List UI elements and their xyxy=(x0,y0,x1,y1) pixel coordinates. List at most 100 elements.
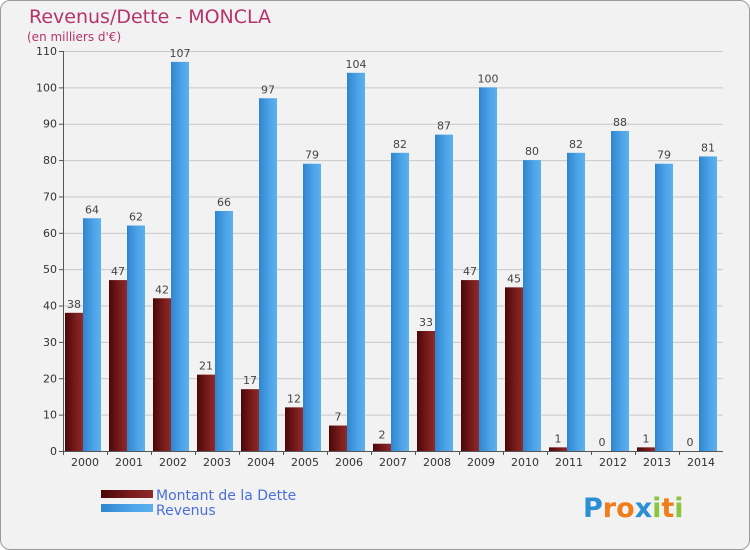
x-tick-label: 2014 xyxy=(687,456,715,469)
data-label-dette: 12 xyxy=(287,392,301,405)
y-tick-label: 20 xyxy=(43,372,57,385)
proxiti-logo: Proxiti xyxy=(583,493,684,524)
logo-letter: o xyxy=(616,493,635,524)
chart-subtitle: (en milliers d'€) xyxy=(27,30,121,44)
y-tick-label: 0 xyxy=(50,445,57,458)
data-label-dette: 47 xyxy=(463,265,477,278)
bar-revenus xyxy=(567,152,585,451)
data-label-dette: 0 xyxy=(599,436,606,449)
data-label-revenus: 107 xyxy=(170,47,191,60)
chart-title: Revenus/Dette - MONCLA xyxy=(29,6,271,28)
data-label-revenus: 97 xyxy=(261,83,275,96)
bar-dette xyxy=(153,298,171,451)
legend-swatch-revenus xyxy=(101,504,153,512)
data-label-dette: 38 xyxy=(67,298,81,311)
x-tick-label: 2003 xyxy=(203,456,231,469)
data-label-dette: 1 xyxy=(643,432,650,445)
bar-revenus xyxy=(171,61,189,452)
x-tick-label: 2006 xyxy=(335,456,363,469)
bar-dette xyxy=(65,312,83,451)
x-tick-label: 2010 xyxy=(511,456,539,469)
data-label-revenus: 100 xyxy=(478,72,499,85)
data-label-dette: 47 xyxy=(111,265,125,278)
x-tick-label: 2009 xyxy=(467,456,495,469)
x-tick-label: 2002 xyxy=(159,456,187,469)
y-tick-label: 50 xyxy=(43,263,57,276)
logo-letter: P xyxy=(583,493,603,524)
data-label-dette: 45 xyxy=(507,272,521,285)
bar-dette xyxy=(461,280,479,451)
data-label-revenus: 104 xyxy=(346,58,367,71)
y-tick-label: 110 xyxy=(36,45,57,58)
y-tick-label: 80 xyxy=(43,154,57,167)
bar-revenus xyxy=(83,218,101,451)
data-labels: 3864476242107216617971279710428233874710… xyxy=(67,47,715,449)
bar-dette xyxy=(373,443,391,451)
bar-revenus xyxy=(655,163,673,451)
x-tick-label: 2001 xyxy=(115,456,143,469)
y-tick-label: 70 xyxy=(43,190,57,203)
y-tick-label: 100 xyxy=(36,81,57,94)
bar-dette xyxy=(417,331,435,451)
data-label-revenus: 87 xyxy=(437,120,451,133)
bar-revenus xyxy=(435,134,453,452)
bar-dette xyxy=(285,407,303,451)
bars xyxy=(65,61,717,452)
x-tick-label: 2000 xyxy=(71,456,99,469)
data-label-revenus: 79 xyxy=(657,149,671,162)
y-tick-label: 60 xyxy=(43,227,57,240)
bar-revenus xyxy=(127,225,145,451)
bar-revenus xyxy=(215,211,233,451)
bar-dette xyxy=(329,425,347,451)
data-label-dette: 33 xyxy=(419,316,433,329)
data-label-dette: 7 xyxy=(335,411,342,424)
data-label-revenus: 64 xyxy=(85,203,99,216)
x-tick-label: 2005 xyxy=(291,456,319,469)
bar-revenus xyxy=(611,131,629,451)
bar-dette xyxy=(241,389,259,451)
logo-letter: x xyxy=(635,493,652,524)
logo-letter: i xyxy=(652,493,661,524)
x-tick-label: 2007 xyxy=(379,456,407,469)
y-tick-label: 10 xyxy=(43,409,57,422)
x-tick-label: 2011 xyxy=(555,456,583,469)
x-axis-ticks: 2000 2001 2002 2003 2004 2005 2006 2007 2008 2009… xyxy=(63,451,715,469)
bar-revenus xyxy=(391,152,409,451)
data-label-revenus: 82 xyxy=(569,138,583,151)
legend: Montant de la Dette Revenus xyxy=(101,488,296,519)
bar-revenus xyxy=(479,87,497,451)
bar-dette xyxy=(197,374,215,451)
bar-revenus xyxy=(523,160,541,451)
logo-letter: i xyxy=(674,493,683,524)
y-tick-label: 40 xyxy=(43,300,57,313)
data-label-revenus: 62 xyxy=(129,211,143,224)
data-label-dette: 21 xyxy=(199,360,213,373)
x-tick-label: 2013 xyxy=(643,456,671,469)
data-label-revenus: 88 xyxy=(613,116,627,129)
bar-dette xyxy=(505,287,523,451)
y-axis-ticks: 0 10 20 30 40 50 60 70 80 90 100 110 xyxy=(36,45,63,458)
data-label-revenus: 81 xyxy=(701,141,715,154)
bar-revenus xyxy=(303,163,321,451)
legend-swatch-debt xyxy=(101,490,153,498)
logo-letter: t xyxy=(661,493,674,524)
data-label-revenus: 82 xyxy=(393,138,407,151)
bar-dette xyxy=(637,447,655,451)
x-tick-label: 2012 xyxy=(599,456,627,469)
x-tick-label: 2008 xyxy=(423,456,451,469)
bar-revenus xyxy=(347,72,365,452)
data-label-dette: 17 xyxy=(243,374,257,387)
y-tick-label: 90 xyxy=(43,118,57,131)
y-tick-label: 30 xyxy=(43,336,57,349)
data-label-revenus: 80 xyxy=(525,145,539,158)
bar-dette xyxy=(109,280,127,451)
legend-label-debt: Montant de la Dette xyxy=(156,488,296,504)
bar-revenus xyxy=(699,156,717,452)
data-label-revenus: 66 xyxy=(217,196,231,209)
data-label-dette: 2 xyxy=(379,429,386,442)
bar-revenus xyxy=(259,98,277,451)
x-tick-label: 2004 xyxy=(247,456,275,469)
data-label-revenus: 79 xyxy=(305,149,319,162)
data-label-dette: 1 xyxy=(555,432,562,445)
